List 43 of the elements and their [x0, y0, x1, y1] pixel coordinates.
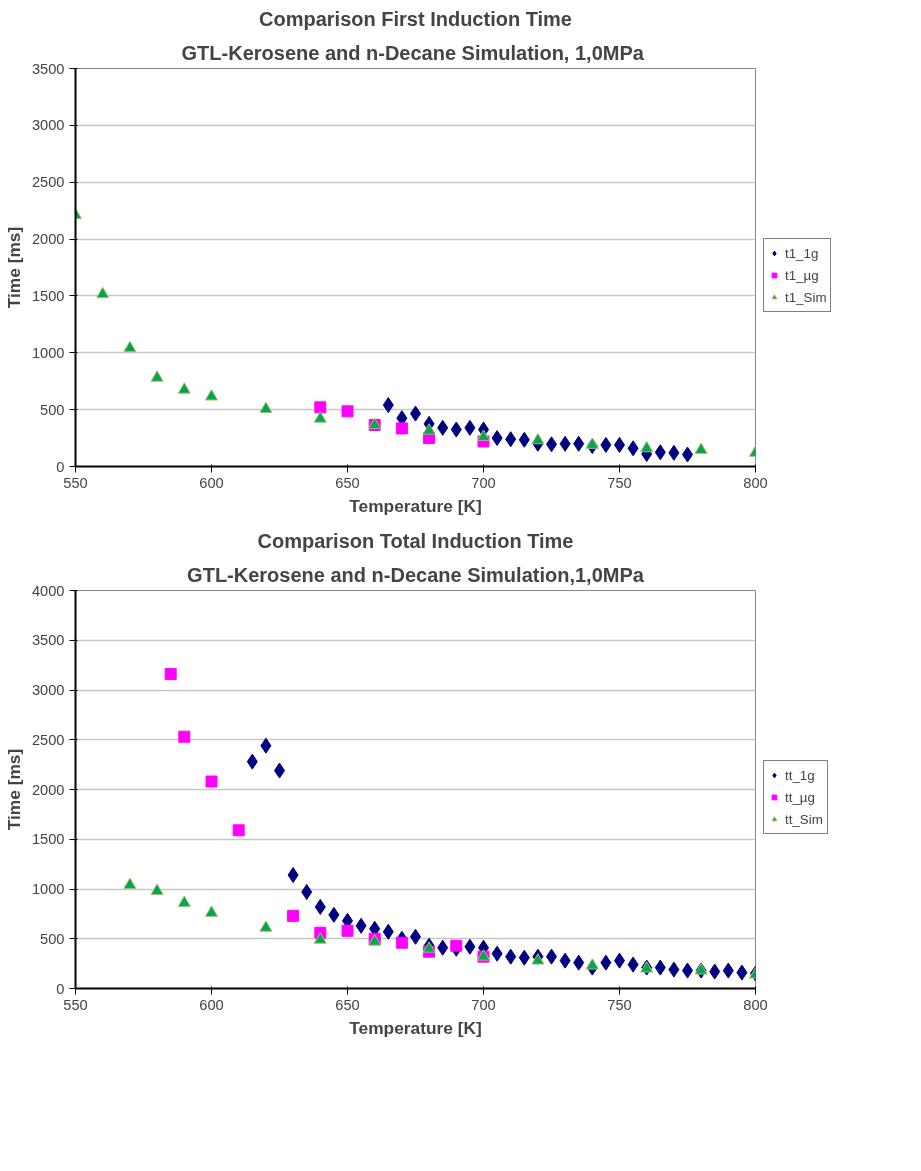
x-tick-label: 700	[471, 996, 496, 1013]
y-tick-label: 3500	[31, 632, 65, 649]
legend-label: tt_Sim	[785, 811, 823, 827]
y-tick-label: 1500	[31, 831, 65, 848]
legend-label: t1_1g	[785, 245, 819, 261]
x-tick-label: 700	[471, 474, 496, 491]
x-axis-title: Temperature [K]	[349, 1017, 482, 1038]
x-tick-label: 600	[199, 474, 224, 491]
x-tick-label: 750	[607, 996, 632, 1013]
x-tick-label: 800	[743, 996, 768, 1013]
legend-label: t1_µg	[785, 267, 819, 283]
x-tick-label: 800	[743, 474, 768, 491]
legend-label: tt_1g	[785, 767, 815, 783]
x-tick-label: 750	[607, 474, 632, 491]
y-tick-label: 3000	[31, 117, 65, 134]
y-tick-label: 3000	[31, 682, 65, 698]
y-tick-label: 0	[56, 980, 65, 997]
y-tick-label: 2000	[31, 231, 65, 248]
x-tick-label: 550	[63, 474, 88, 491]
y-tick-label: 500	[40, 930, 65, 947]
x-tick-label: 650	[335, 474, 360, 491]
y-tick-label: 1000	[31, 881, 65, 897]
y-tick-label: 4000	[31, 582, 65, 599]
chart-title: Comparison First Induction Time	[259, 7, 573, 30]
x-axis-title: Temperature [K]	[349, 495, 482, 516]
y-tick-label: 2500	[31, 731, 65, 748]
y-tick-label: 1000	[31, 344, 65, 361]
x-tick-label: 550	[63, 996, 88, 1013]
y-axis-title: Time [ms]	[3, 226, 24, 309]
legend-label: tt_µg	[785, 789, 815, 805]
y-tick-label: 3500	[31, 60, 65, 77]
chart-subtitle: GTL-Kerosene and n-Decane Simulation, 1,0MPa	[181, 41, 645, 64]
legend-label: t1_Sim	[785, 289, 827, 305]
chart-title: Comparison Total Induction Time	[257, 529, 574, 552]
y-tick-label: 500	[40, 401, 65, 418]
x-tick-label: 600	[199, 996, 224, 1013]
y-axis-title: Time [ms]	[3, 748, 24, 831]
y-tick-label: 2500	[31, 174, 65, 191]
x-tick-label: 650	[335, 996, 360, 1013]
y-tick-label: 0	[56, 458, 65, 475]
y-tick-label: 2000	[31, 781, 65, 798]
chart-subtitle: GTL-Kerosene and n-Decane Simulation,1,0MPa	[187, 563, 645, 586]
y-tick-label: 1500	[31, 287, 65, 304]
